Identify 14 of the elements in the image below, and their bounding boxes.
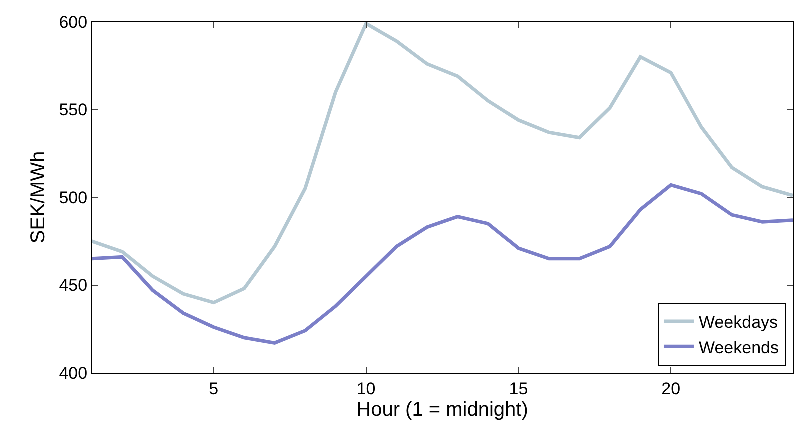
- x-tick-label: 5: [209, 379, 219, 398]
- legend-label: Weekdays: [698, 313, 778, 332]
- y-tick-label: 550: [59, 100, 88, 120]
- x-axis-title: Hour (1 = midnight): [356, 398, 528, 421]
- y-tick-label: 600: [59, 12, 88, 32]
- x-tick-label: 10: [356, 379, 376, 398]
- line-series: [92, 22, 793, 305]
- y-tick-label: 450: [59, 276, 88, 296]
- y-tick-label: 400: [59, 364, 88, 383]
- x-tick-label: 15: [509, 379, 528, 398]
- y-axis-title: SEK/MWh: [28, 151, 50, 244]
- y-tick-label: 500: [59, 188, 88, 208]
- legend-label: Weekends: [698, 338, 780, 358]
- x-tick-label: 20: [662, 379, 681, 398]
